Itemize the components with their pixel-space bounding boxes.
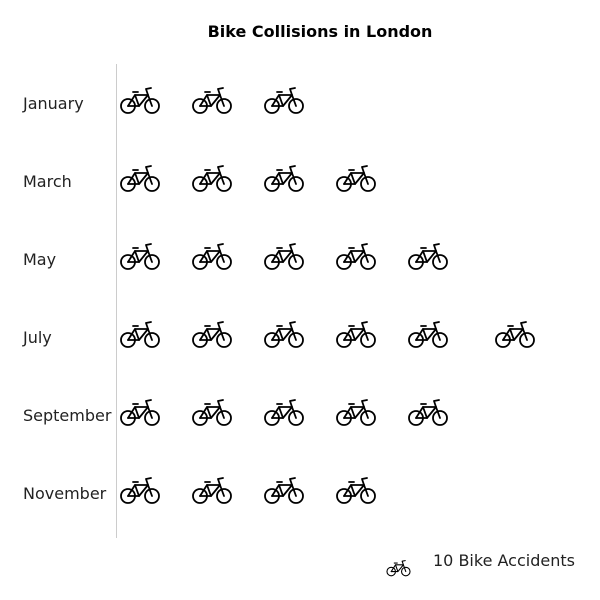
bicycle-icon bbox=[336, 321, 376, 348]
bicycle-icon bbox=[336, 243, 376, 270]
category-label-september: September bbox=[23, 406, 112, 425]
category-label-may: May bbox=[23, 250, 56, 269]
category-label-july: July bbox=[22, 328, 52, 347]
legend: 10 Bike Accidents bbox=[386, 551, 575, 577]
bicycle-icon bbox=[264, 477, 304, 504]
bicycle-icon bbox=[192, 321, 232, 348]
bicycle-icon bbox=[408, 321, 448, 348]
bicycle-icon bbox=[408, 243, 448, 270]
pictograph-rows: January March May July September November bbox=[22, 87, 535, 504]
bicycle-icon bbox=[336, 399, 376, 426]
bicycle-icon bbox=[336, 477, 376, 504]
bicycle-icon bbox=[495, 321, 535, 348]
bicycle-icon bbox=[264, 87, 304, 114]
legend-bicycle-icon bbox=[386, 560, 411, 577]
bicycle-icon bbox=[192, 477, 232, 504]
legend-label: 10 Bike Accidents bbox=[433, 551, 575, 570]
bicycle-icon bbox=[192, 399, 232, 426]
bicycle-icon bbox=[336, 165, 376, 192]
category-label-november: November bbox=[23, 484, 107, 503]
category-label-january: January bbox=[22, 94, 84, 113]
bicycle-icon bbox=[120, 165, 160, 192]
bicycle-icon bbox=[192, 165, 232, 192]
bicycle-icon bbox=[264, 399, 304, 426]
bicycle-icon bbox=[120, 87, 160, 114]
category-label-march: March bbox=[23, 172, 72, 191]
bicycle-icon bbox=[120, 243, 160, 270]
bicycle-icon bbox=[120, 399, 160, 426]
bicycle-icon bbox=[264, 165, 304, 192]
chart-title: Bike Collisions in London bbox=[208, 22, 433, 41]
bicycle-icon bbox=[120, 477, 160, 504]
bicycle-icon bbox=[192, 87, 232, 114]
bicycle-icon bbox=[264, 321, 304, 348]
bicycle-icon bbox=[264, 243, 304, 270]
bicycle-icon bbox=[408, 399, 448, 426]
bicycle-icon bbox=[120, 321, 160, 348]
bicycle-icon bbox=[192, 243, 232, 270]
